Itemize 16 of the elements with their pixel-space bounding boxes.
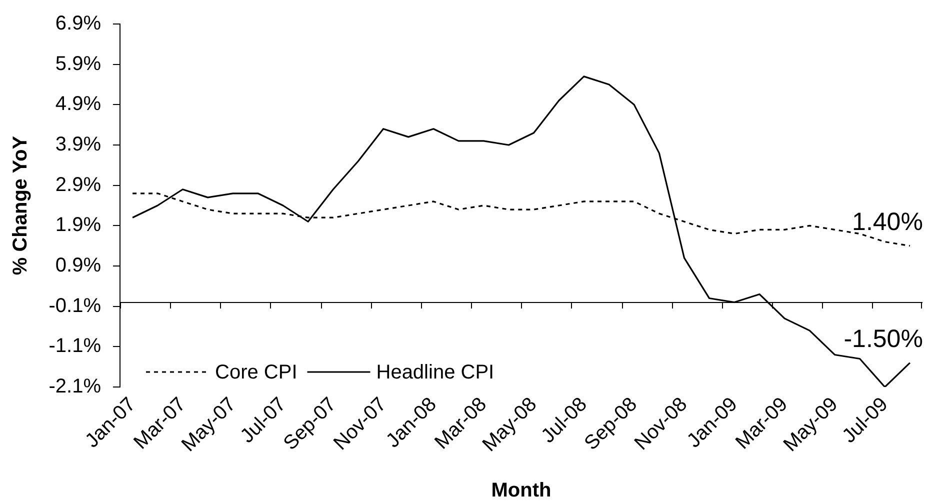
y-tick-label: 2.9% [55,174,102,196]
y-tick-label: 6.9% [55,12,102,35]
y-tick-label: -0.1% [48,294,102,317]
y-tick-label: -2.1% [48,376,102,398]
data-label: 1.40% [852,208,923,236]
data-label: -1.50% [844,324,923,353]
y-tick-label: 1.9% [55,214,102,236]
y-tick-label: 0.9% [55,254,102,277]
y-tick-label: -1.1% [48,335,102,358]
y-tick-label: 4.9% [55,93,102,116]
y-tick-label: 3.9% [55,134,102,156]
y-tick-label: 5.9% [55,52,102,75]
x-axis-title: Month [491,480,552,502]
y-axis-title: % Change YoY [10,135,32,276]
legend-label: Headline CPI [376,362,494,384]
legend-label: Core CPI [215,362,298,384]
